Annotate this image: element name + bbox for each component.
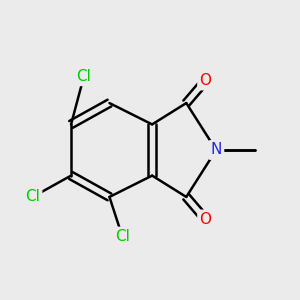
Text: N: N [211, 142, 222, 158]
Text: Cl: Cl [76, 69, 91, 84]
Text: O: O [200, 212, 211, 227]
Text: O: O [200, 73, 211, 88]
Text: N: N [211, 142, 222, 158]
Text: Cl: Cl [115, 229, 130, 244]
Text: Cl: Cl [25, 189, 40, 204]
